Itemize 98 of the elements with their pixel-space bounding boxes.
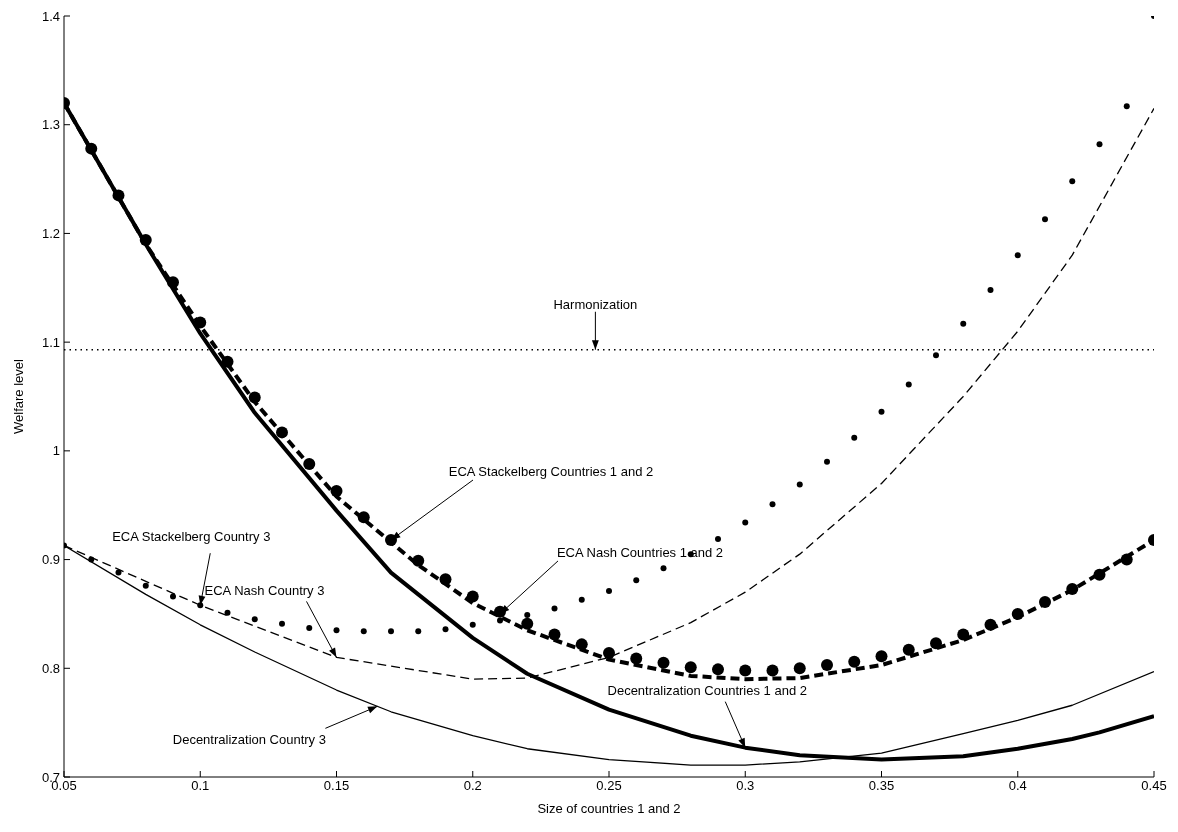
point: [875, 650, 888, 663]
point: [851, 434, 858, 441]
point: [333, 627, 340, 634]
point: [306, 625, 313, 632]
point: [197, 602, 204, 609]
point: [1093, 568, 1106, 581]
point: [930, 637, 942, 650]
point: [1096, 141, 1103, 148]
point: [630, 652, 643, 665]
x-axis-title: Size of countries 1 and 2: [537, 801, 681, 816]
point: [139, 233, 152, 246]
point: [657, 656, 670, 669]
x-tick-label: 0.2: [463, 778, 482, 794]
point: [279, 620, 285, 627]
point: [251, 616, 258, 623]
point: [357, 511, 370, 524]
point: [521, 617, 534, 630]
point: [902, 643, 915, 656]
point: [984, 618, 997, 631]
annotation: ECA Stackelberg Countries 1 and 2: [448, 464, 654, 480]
point: [769, 501, 776, 508]
x-tick-label: 0.25: [596, 778, 622, 794]
point: [551, 605, 558, 612]
point: [878, 408, 885, 415]
y-tick-label: 0.9: [41, 552, 60, 568]
x-tick-label: 0.45: [1141, 778, 1167, 794]
point: [933, 352, 939, 359]
point: [905, 381, 912, 388]
point: [88, 556, 95, 563]
x-tick-label: 0.15: [323, 778, 350, 794]
point: [824, 458, 830, 465]
point: [660, 565, 667, 572]
point: [684, 661, 697, 674]
point: [276, 426, 288, 439]
point: [469, 621, 476, 628]
annotation: ECA Stackelberg Country 3: [112, 528, 271, 544]
point: [221, 355, 234, 368]
point: [603, 647, 615, 660]
point: [142, 582, 149, 589]
y-tick-label: 1: [52, 443, 60, 459]
point: [821, 659, 833, 672]
y-axis-title: Welfare level: [10, 358, 26, 434]
point: [1039, 595, 1051, 608]
y-tick-label: 1.3: [41, 117, 60, 133]
point: [1011, 607, 1024, 620]
point: [415, 628, 422, 635]
point: [793, 662, 806, 675]
point: [633, 577, 640, 584]
point: [712, 663, 724, 676]
point: [248, 391, 261, 404]
point: [170, 593, 176, 600]
point: [442, 626, 449, 633]
y-tick-label: 1.4: [41, 8, 60, 24]
point: [224, 609, 231, 616]
point: [796, 481, 803, 488]
point: [578, 596, 585, 603]
annotation: Decentralization Country 3: [172, 731, 326, 747]
point: [360, 628, 367, 635]
point: [1120, 553, 1133, 566]
point: [848, 655, 861, 668]
point: [715, 535, 721, 542]
point: [987, 286, 994, 293]
point: [524, 612, 531, 619]
point: [303, 457, 316, 470]
point: [330, 485, 343, 498]
point: [742, 519, 749, 526]
point: [412, 554, 425, 567]
y-tick-label: 0.8: [41, 660, 60, 676]
x-tick-label: 0.1: [191, 778, 210, 794]
point: [497, 617, 503, 624]
point: [1066, 582, 1079, 595]
y-tick-label: 1.1: [41, 334, 60, 350]
point: [85, 142, 98, 155]
point: [548, 628, 561, 641]
point: [1123, 103, 1130, 110]
point: [1042, 216, 1048, 223]
x-tick-label: 0.3: [736, 778, 755, 794]
x-tick-label: 0.4: [1008, 778, 1027, 794]
x-tick-label: 0.35: [868, 778, 895, 794]
point: [957, 628, 970, 641]
point: [466, 590, 479, 603]
point: [388, 628, 394, 635]
point: [960, 320, 967, 327]
point: [1069, 178, 1076, 185]
point: [194, 316, 207, 329]
annotation: ECA Nash Country 3: [204, 582, 325, 598]
point: [739, 664, 752, 677]
annotation: Decentralization Countries 1 and 2: [607, 683, 807, 699]
annotation: Harmonization: [553, 297, 638, 313]
point: [575, 638, 588, 651]
point: [439, 573, 452, 586]
y-tick-label: 1.2: [41, 226, 60, 242]
point: [115, 569, 122, 576]
point: [167, 276, 179, 289]
point: [606, 588, 612, 595]
point: [112, 189, 125, 202]
point: [766, 664, 779, 677]
point: [1014, 252, 1021, 259]
